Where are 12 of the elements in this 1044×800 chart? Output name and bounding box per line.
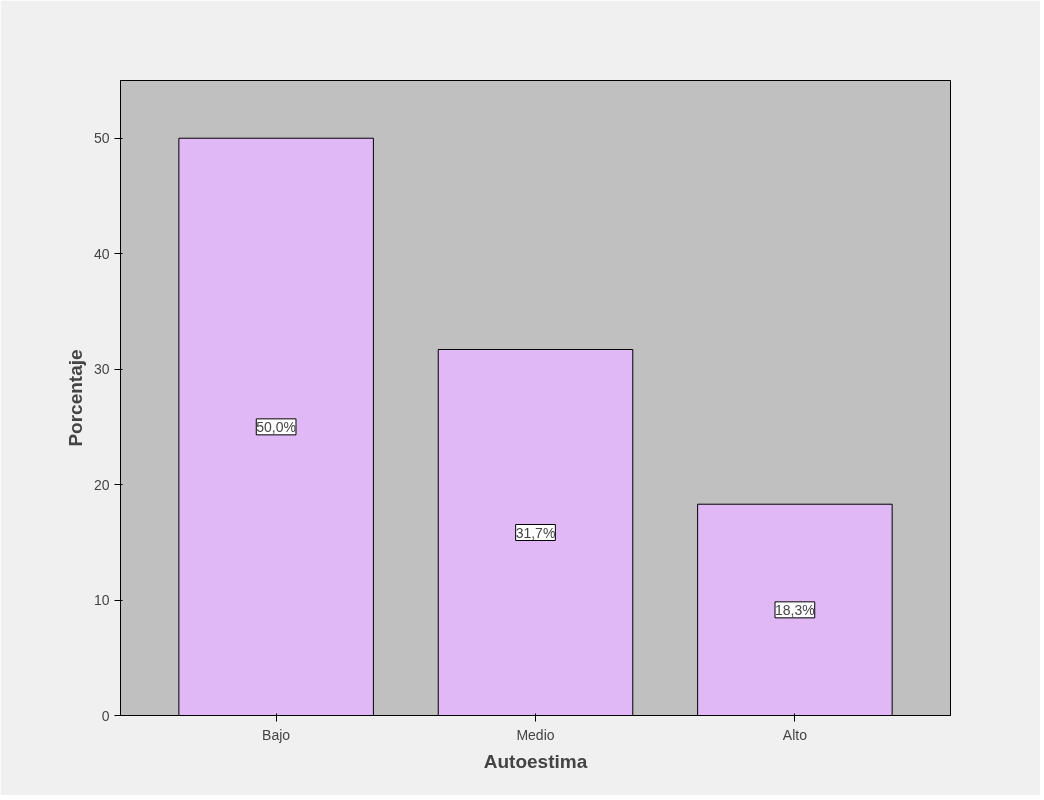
x-tick-label: Medio bbox=[516, 726, 555, 743]
x-tick-label: Bajo bbox=[262, 726, 291, 743]
y-tick-label: 30 bbox=[93, 361, 110, 378]
data-label: 31,7% bbox=[515, 524, 556, 541]
y-axis-title: Porcentaje bbox=[64, 349, 86, 447]
x-axis-title: Autoestima bbox=[483, 750, 588, 772]
y-tick-label: 50 bbox=[93, 130, 110, 147]
y-tick-label: 20 bbox=[93, 476, 110, 493]
y-tick-label: 0 bbox=[101, 707, 110, 724]
y-tick-label: 10 bbox=[93, 592, 110, 609]
x-tick-label: Alto bbox=[782, 726, 808, 743]
y-tick-label: 40 bbox=[93, 245, 110, 262]
